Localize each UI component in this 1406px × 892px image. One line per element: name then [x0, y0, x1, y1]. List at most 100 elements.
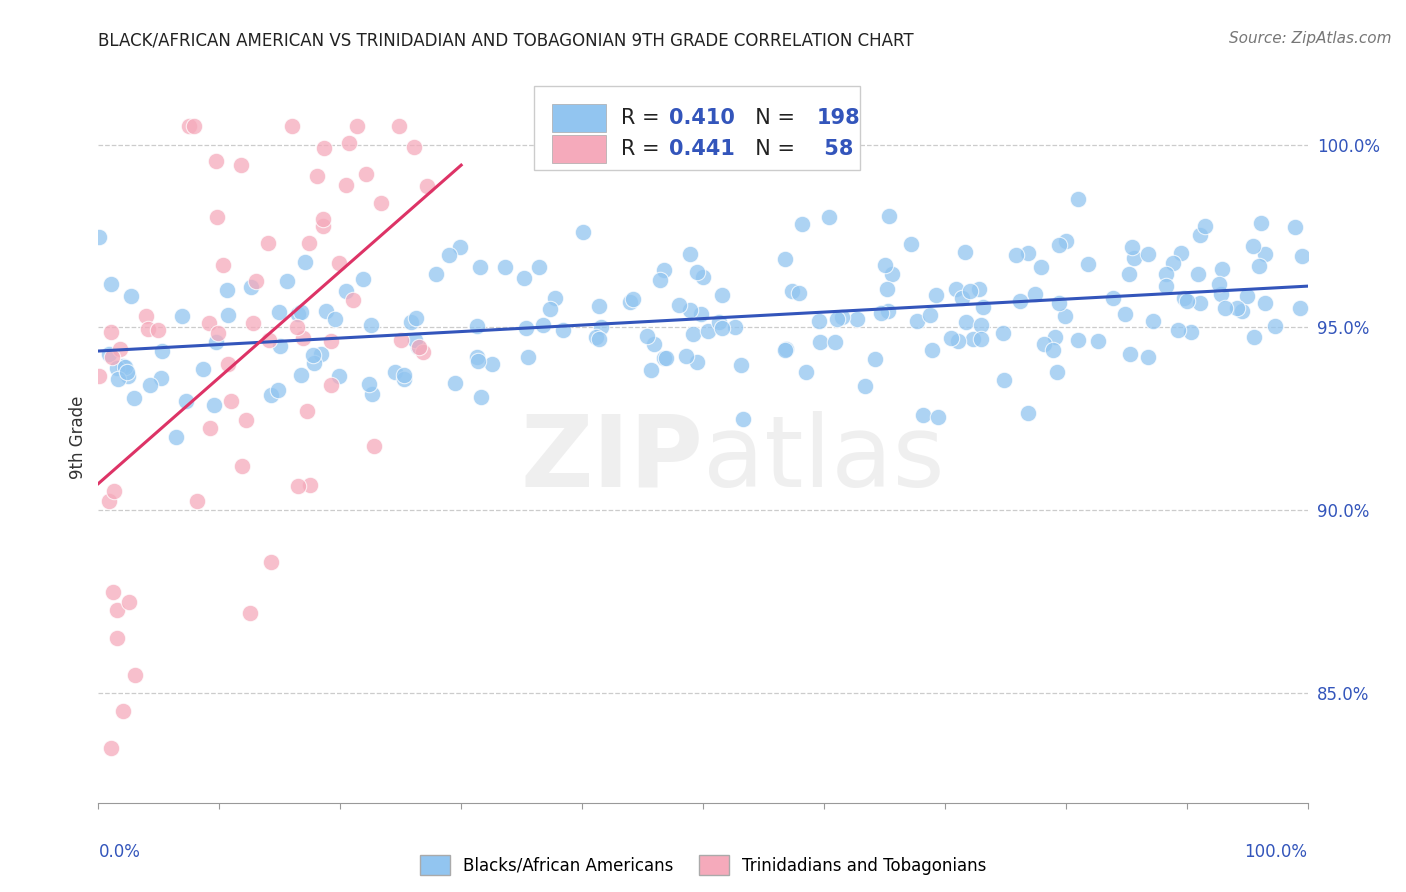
- Point: [392, 368, 415, 383]
- Point: [679, 247, 702, 261]
- Point: [354, 167, 377, 181]
- Point: [357, 377, 380, 392]
- Point: [111, 704, 134, 718]
- Point: [730, 358, 752, 372]
- Point: [260, 555, 283, 569]
- Point: [1119, 347, 1142, 361]
- Point: [775, 342, 797, 356]
- Point: [108, 342, 131, 356]
- Point: [87, 229, 110, 244]
- Point: [360, 318, 382, 333]
- Point: [321, 334, 343, 348]
- Point: [217, 308, 239, 322]
- Point: [98, 493, 121, 508]
- Point: [328, 369, 350, 384]
- Point: [538, 302, 561, 317]
- Point: [1114, 307, 1136, 321]
- Point: [1054, 234, 1077, 248]
- Point: [183, 120, 205, 134]
- Point: [335, 178, 357, 193]
- Point: [1017, 406, 1039, 420]
- Point: [146, 323, 169, 337]
- Point: [993, 373, 1015, 387]
- Point: [114, 360, 136, 375]
- Point: [101, 585, 124, 599]
- Point: [1118, 267, 1140, 281]
- Point: [1161, 256, 1184, 270]
- Point: [105, 603, 128, 617]
- Point: [585, 330, 607, 344]
- Point: [1042, 343, 1064, 358]
- Point: [773, 252, 796, 266]
- Point: [204, 398, 226, 412]
- Point: [256, 235, 278, 250]
- Point: [150, 371, 173, 385]
- Point: [870, 306, 893, 320]
- Point: [346, 120, 368, 134]
- Point: [1029, 260, 1052, 275]
- Point: [825, 311, 848, 326]
- Text: BLACK/AFRICAN AMERICAN VS TRINIDADIAN AND TOBAGONIAN 9TH GRADE CORRELATION CHART: BLACK/AFRICAN AMERICAN VS TRINIDADIAN AN…: [98, 31, 914, 49]
- Legend: Blacks/African Americans, Trinidadians and Tobagonians: Blacks/African Americans, Trinidadians a…: [420, 855, 986, 875]
- Point: [787, 286, 810, 301]
- Point: [1243, 329, 1265, 343]
- Point: [927, 409, 949, 424]
- Text: R =: R =: [621, 108, 666, 128]
- Point: [323, 311, 346, 326]
- Point: [217, 358, 239, 372]
- Point: [970, 318, 993, 333]
- Point: [588, 299, 610, 313]
- Point: [118, 594, 141, 608]
- Point: [1187, 267, 1209, 281]
- Point: [589, 320, 612, 334]
- Point: [640, 362, 662, 376]
- Point: [267, 383, 290, 397]
- Point: [912, 408, 935, 422]
- Point: [449, 239, 471, 253]
- Point: [544, 291, 567, 305]
- Point: [531, 318, 554, 333]
- Point: [824, 334, 846, 349]
- Point: [231, 458, 253, 473]
- Point: [696, 324, 718, 338]
- Point: [1046, 365, 1069, 379]
- Point: [711, 288, 734, 302]
- Text: Source: ZipAtlas.com: Source: ZipAtlas.com: [1229, 31, 1392, 46]
- Point: [1123, 251, 1146, 265]
- Point: [876, 282, 898, 296]
- Point: [551, 323, 574, 337]
- Point: [865, 352, 887, 367]
- Point: [773, 343, 796, 358]
- Point: [335, 284, 357, 298]
- Point: [1047, 238, 1070, 252]
- Point: [388, 120, 411, 134]
- Point: [97, 347, 120, 361]
- Y-axis label: 9th Grade: 9th Grade: [69, 395, 87, 479]
- Point: [1032, 337, 1054, 351]
- Point: [1213, 301, 1236, 315]
- Point: [845, 312, 868, 326]
- Point: [468, 260, 491, 274]
- Point: [425, 267, 447, 281]
- Point: [686, 355, 709, 369]
- Point: [1017, 246, 1039, 260]
- Point: [465, 350, 488, 364]
- Point: [269, 305, 291, 319]
- Point: [877, 304, 900, 318]
- Point: [269, 339, 291, 353]
- Point: [101, 350, 124, 364]
- Point: [294, 255, 316, 269]
- Point: [1170, 246, 1192, 260]
- Point: [280, 120, 302, 134]
- Point: [291, 331, 314, 345]
- Point: [328, 255, 350, 269]
- Point: [959, 285, 981, 299]
- Point: [287, 479, 309, 493]
- Point: [1043, 330, 1066, 344]
- Point: [817, 210, 839, 224]
- Point: [135, 309, 157, 323]
- Point: [239, 607, 262, 621]
- Point: [572, 225, 595, 239]
- Point: [1289, 301, 1312, 315]
- Point: [212, 258, 235, 272]
